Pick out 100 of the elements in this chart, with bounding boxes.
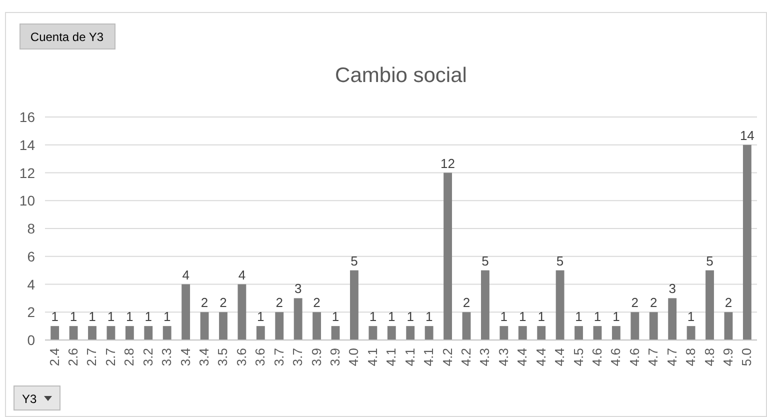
x-tick-label: 3.4	[196, 348, 212, 366]
data-label: 1	[70, 309, 78, 324]
x-tick-label: 3.5	[215, 348, 230, 366]
y-tick-label: 2	[27, 304, 36, 320]
bar	[312, 312, 322, 340]
bar	[69, 326, 78, 340]
x-tick-label: 4.1	[384, 348, 399, 366]
bar	[424, 326, 434, 340]
x-tick-label: 4.3	[496, 348, 511, 366]
bar	[686, 326, 696, 340]
bar	[574, 326, 583, 340]
data-label: 5	[556, 253, 564, 268]
bar	[406, 326, 415, 340]
x-tick-label: 4.1	[402, 348, 418, 366]
data-label: 2	[724, 295, 732, 310]
bar	[724, 312, 733, 340]
x-tick-label: 4.7	[646, 348, 661, 366]
bar	[368, 326, 378, 340]
bar	[593, 326, 602, 340]
y-tick-label: 4	[27, 276, 36, 292]
x-tick-label: 3.9	[328, 348, 343, 366]
x-tick-label: 5.0	[739, 348, 754, 366]
data-label: 4	[182, 267, 190, 282]
x-tick-label: 4.5	[570, 348, 586, 366]
data-label: 1	[687, 309, 695, 324]
data-label: 2	[276, 295, 283, 310]
data-label: 5	[482, 253, 489, 268]
data-label: 1	[538, 309, 545, 324]
y-tick-label: 0	[27, 332, 36, 348]
data-label: 14	[740, 128, 754, 143]
x-tick-label: 2.7	[84, 348, 100, 366]
data-label: 1	[51, 309, 58, 324]
bar	[275, 312, 284, 340]
data-label: 1	[332, 309, 340, 324]
text: Cuenta de Y3	[30, 30, 104, 44]
data-label: 1	[519, 309, 526, 324]
x-tick-label: 3.6	[252, 348, 268, 366]
bar	[256, 326, 265, 340]
x-tick-label: 4.2	[440, 348, 455, 366]
x-tick-label: 3.7	[271, 348, 286, 366]
bar	[50, 326, 60, 340]
data-label: 1	[425, 309, 433, 324]
x-tick-label: 3.9	[308, 348, 324, 366]
data-label: 4	[238, 267, 246, 282]
data-label: 1	[126, 309, 134, 324]
data-label: 1	[88, 309, 96, 324]
bar	[462, 312, 471, 340]
bar	[88, 326, 96, 340]
x-tick-label: 3.6	[234, 348, 249, 366]
bar	[182, 284, 190, 340]
data-label: 2	[220, 295, 227, 310]
bar	[518, 326, 527, 340]
data-label: 2	[313, 295, 320, 310]
x-tick-label: 3.3	[159, 348, 174, 366]
y-tick-label: 8	[27, 220, 36, 236]
bar	[500, 326, 508, 340]
bar	[162, 326, 172, 340]
y-tick-label: 12	[19, 164, 36, 181]
data-label: 1	[575, 309, 582, 324]
x-tick-label: 2.4	[46, 348, 62, 366]
x-tick-label: 4.0	[346, 348, 362, 366]
bar	[480, 270, 490, 340]
data-label: 1	[163, 309, 171, 324]
data-label: 1	[500, 309, 508, 324]
data-label: 3	[668, 281, 676, 296]
bar	[294, 298, 302, 340]
x-tick-label: 4.4	[552, 348, 568, 366]
x-tick-label: 4.8	[683, 348, 698, 366]
x-tick-label: 4.4	[533, 348, 548, 366]
data-label: 3	[294, 281, 302, 296]
chart-title: Cambio social	[335, 64, 467, 87]
bar	[200, 312, 209, 340]
data-label: 2	[650, 295, 658, 310]
y-tick-label: 16	[19, 109, 36, 125]
x-tick-label: 4.6	[626, 348, 642, 366]
data-label: 1	[406, 309, 414, 324]
bar	[742, 144, 752, 340]
data-label: 1	[257, 309, 264, 324]
x-tick-label: 2.8	[122, 348, 137, 366]
data-label: 1	[144, 309, 152, 324]
data-label: 2	[631, 295, 639, 310]
bar	[556, 270, 564, 340]
x-tick-label: 4.3	[477, 348, 492, 366]
x-tick-label: 3.2	[140, 348, 156, 366]
y-tick-label: 14	[19, 136, 36, 153]
data-label: 5	[350, 253, 358, 268]
data-label: 1	[369, 309, 377, 324]
bar	[612, 326, 620, 340]
data-label: 1	[612, 309, 620, 324]
x-tick-label: 4.9	[720, 348, 736, 366]
data-label: 2	[200, 295, 208, 310]
bar	[387, 326, 396, 340]
bar	[238, 284, 246, 340]
data-label: 5	[706, 253, 714, 268]
x-tick-label: 4.8	[702, 348, 717, 366]
bar	[668, 298, 677, 340]
data-label: 1	[388, 309, 396, 324]
data-label: 2	[462, 295, 470, 310]
x-tick-label: 3.7	[290, 348, 306, 366]
bar	[706, 270, 714, 340]
